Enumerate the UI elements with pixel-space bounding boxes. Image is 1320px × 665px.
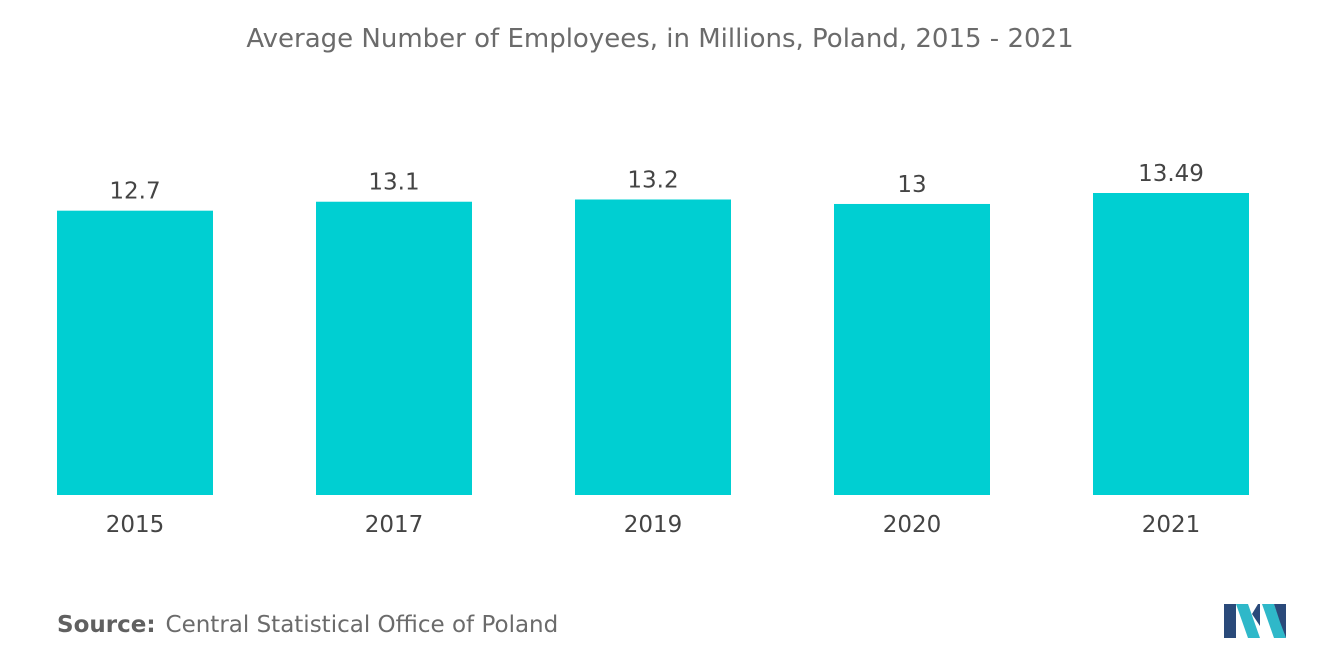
mordor-intelligence-logo-icon bbox=[1224, 604, 1286, 638]
bar-2015 bbox=[57, 210, 213, 495]
chart-title: Average Number of Employees, in Millions… bbox=[246, 24, 1074, 54]
data-label-2019: 13.2 bbox=[627, 167, 678, 193]
data-label-2020: 13 bbox=[897, 172, 926, 198]
source-label: Source: bbox=[57, 612, 156, 638]
x-tick-label-2020: 2020 bbox=[883, 512, 942, 538]
data-label-2017: 13.1 bbox=[368, 170, 419, 196]
source-text: Central Statistical Office of Poland bbox=[165, 612, 559, 638]
data-label-2021: 13.49 bbox=[1138, 161, 1204, 187]
bar-2020 bbox=[834, 203, 990, 495]
bar-2021 bbox=[1093, 193, 1249, 495]
x-tick-label-2019: 2019 bbox=[624, 512, 683, 538]
x-tick-label-2015: 2015 bbox=[106, 512, 165, 538]
x-tick-label-2017: 2017 bbox=[365, 512, 424, 538]
bar-2019 bbox=[575, 199, 731, 495]
x-tick-label-2021: 2021 bbox=[1142, 512, 1201, 538]
bar-2017 bbox=[316, 201, 472, 496]
bar-chart: 12.7 2015 13.1 2017 13.2 2019 13 2020 13.49 2021 bbox=[57, 161, 1249, 538]
data-label-2015: 12.7 bbox=[109, 179, 160, 205]
source-note: Source: Central Statistical Office of Pol… bbox=[57, 612, 558, 638]
